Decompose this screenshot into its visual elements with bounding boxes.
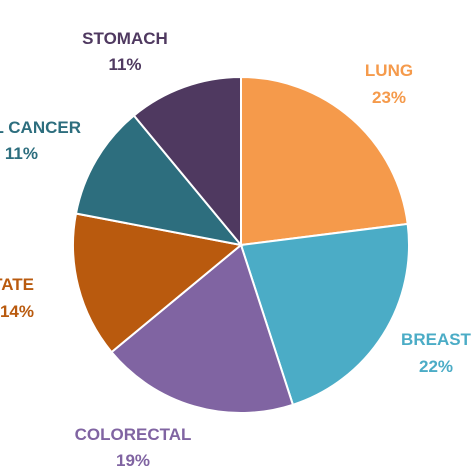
slice-label-value: 11% (108, 55, 141, 74)
pie-slice-lung (240, 75, 409, 247)
slice-label-name: CERVICAL CANCER (0, 118, 81, 137)
pie-slice-prostate (72, 212, 244, 354)
slice-label-name: PROSTATE (0, 275, 34, 294)
slice-label-value: 23% (372, 88, 406, 107)
pie-slice-cervical-cancer (74, 114, 244, 247)
pie-slice-breast (239, 222, 411, 407)
slice-label-value: 11% (5, 144, 38, 163)
slice-label-value: 19% (116, 451, 150, 470)
slice-label-name: COLORECTAL (75, 425, 192, 444)
slice-label-value: 14% (0, 302, 34, 321)
slice-label-name: STOMACH (82, 29, 168, 48)
slice-label-name: BREAST (401, 330, 472, 349)
pie-slice-stomach (132, 75, 242, 248)
pie-slices (72, 75, 411, 415)
pie-slice-colorectal (110, 243, 295, 415)
slice-label-value: 22% (419, 357, 453, 376)
slice-label-name: LUNG (365, 61, 413, 80)
